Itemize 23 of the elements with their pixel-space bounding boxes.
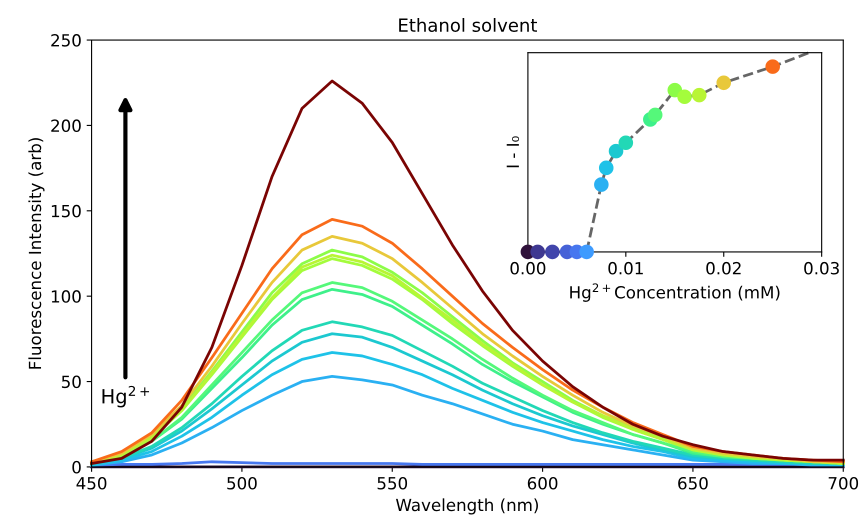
x-tick-label: 600 [528, 476, 558, 490]
x-tick-label: 450 [76, 476, 106, 490]
x-tick-label: 0.01 [608, 262, 643, 275]
y-axis-title: Fluorescence Intensity (arb) [28, 138, 44, 369]
y-tick-label: 200 [51, 119, 81, 132]
x-tick-label: 550 [378, 476, 408, 490]
y-tick-label: 150 [52, 204, 81, 218]
chart-title: Ethanol solvent [399, 18, 538, 32]
x-tick-label: 0.00 [510, 262, 546, 275]
annotation: Hg$^{2+}$ [102, 386, 150, 408]
y-tick-label: 100 [52, 290, 81, 303]
x-tick-label: 700 [828, 476, 858, 490]
x-tick-label: 0.02 [706, 262, 741, 275]
x-tick-label: 500 [227, 476, 257, 490]
line-series [90, 80, 845, 465]
x-axis-title: Wavelength (nm) [396, 498, 538, 514]
x-axis-title: Hg$^{2+}$Concentration (mM) [570, 283, 780, 302]
y-axis-title: I - I₀ [506, 136, 520, 168]
x-tick-label: 0.03 [804, 262, 839, 275]
x-tick-label: 650 [678, 476, 708, 490]
y-tick-label: 0 [72, 460, 81, 474]
y-tick-label: 50 [62, 376, 81, 388]
y-tick-label: 250 [51, 34, 81, 47]
